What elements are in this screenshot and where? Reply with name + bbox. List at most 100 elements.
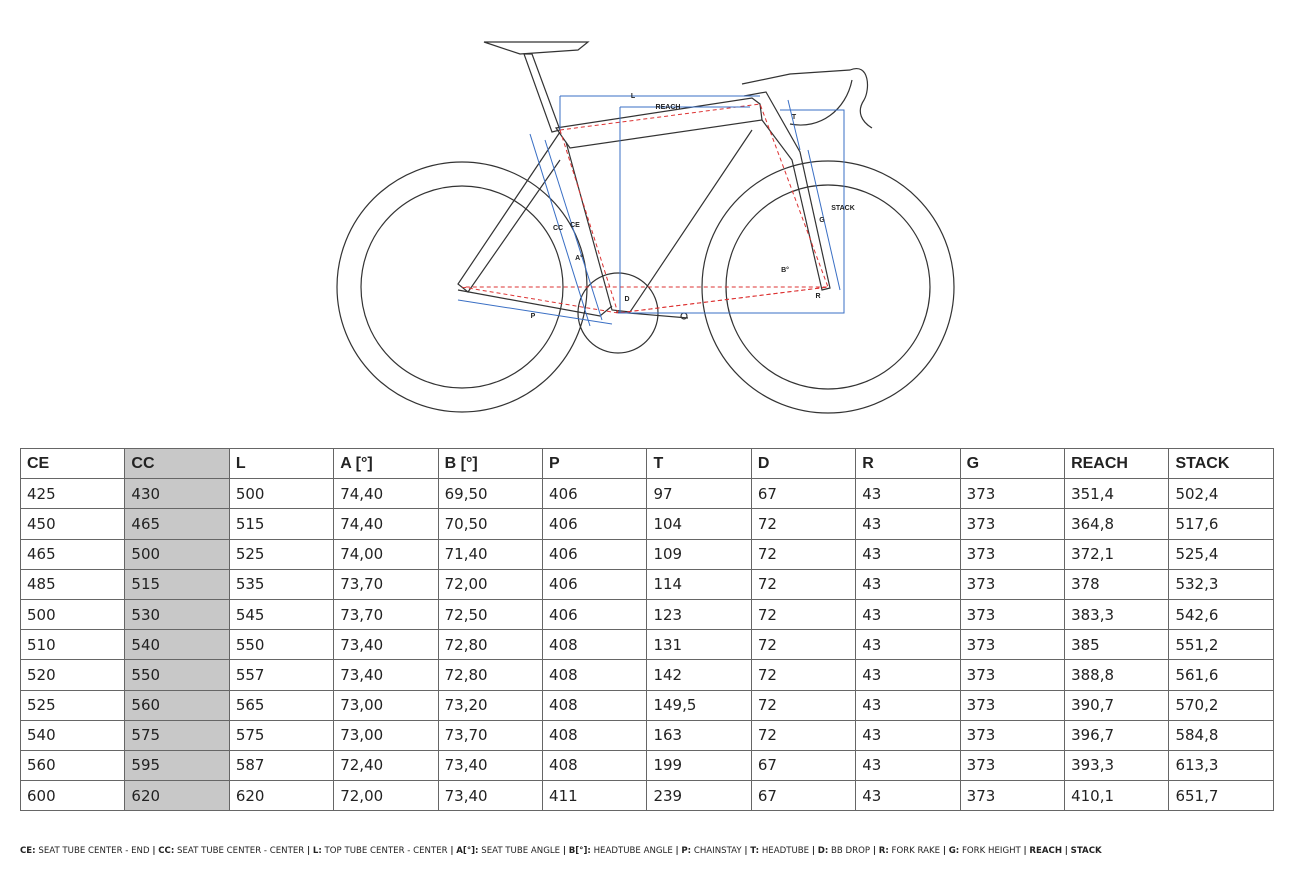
- table-cell: 408: [542, 689, 648, 721]
- table-cell: 364,8: [1064, 508, 1170, 540]
- table-cell: 72,00: [437, 568, 544, 600]
- table-cell: 550: [124, 659, 230, 691]
- table-cell: 73,20: [437, 689, 544, 721]
- table-cell: 406: [542, 508, 648, 540]
- table-cell: 383,3: [1064, 598, 1170, 631]
- table-cell: 114: [646, 568, 752, 600]
- table-cell: 67: [750, 478, 857, 510]
- table-cell: 67: [750, 780, 857, 812]
- table-cell: 43: [855, 568, 961, 600]
- table-row: 450 465 515 74,40 70,50 406 104 72 43 373 364,8 517…: [19, 508, 1274, 540]
- table-cell: 500: [19, 598, 126, 631]
- separator: |: [744, 846, 748, 856]
- table-cell: 613,3: [1168, 749, 1274, 782]
- table-cell: 406: [542, 538, 648, 570]
- table-cell: 372,1: [1064, 538, 1170, 570]
- header-cell: L: [228, 447, 335, 480]
- table-cell: 561,6: [1168, 659, 1274, 691]
- legend-desc: HEADTUBE ANGLE: [593, 846, 673, 856]
- legend-desc: FORK RAKE: [891, 846, 941, 856]
- table-cell: 485: [19, 568, 126, 600]
- label-cc: CC: [553, 225, 563, 232]
- table-cell: 575: [228, 719, 335, 751]
- separator: |: [811, 846, 815, 856]
- table-cell: 525,4: [1168, 538, 1274, 570]
- table-cell: 532,3: [1168, 568, 1274, 600]
- geometry-table: CE CC L A [°] B [°] P T D R G REACH STACK 425 430 500 7…: [19, 447, 1274, 812]
- header-cell: CE: [19, 447, 126, 480]
- table-cell: 595: [124, 749, 230, 782]
- table-cell: 393,3: [1064, 749, 1170, 782]
- table-cell: 43: [855, 719, 961, 751]
- table-cell: 408: [542, 659, 648, 691]
- legend: CE: SEAT TUBE CENTER - END | CC: SEAT TU…: [20, 846, 1102, 856]
- table-cell: 123: [646, 598, 752, 631]
- table-cell: 43: [855, 508, 961, 540]
- table-cell: 545: [228, 598, 335, 631]
- table-cell: 69,50: [437, 478, 544, 510]
- table-cell: 104: [646, 508, 752, 540]
- legend-key: P:: [681, 846, 692, 856]
- table-cell: 551,2: [1168, 629, 1274, 661]
- table-cell: 43: [855, 598, 961, 631]
- table-cell: 72: [750, 689, 857, 721]
- table-cell: 515: [124, 568, 230, 600]
- table-row: 525 560 565 73,00 73,20 408 149,5 72 43 373 390,7 5…: [19, 689, 1274, 721]
- header-row: CE CC L A [°] B [°] P T D R G REACH STACK: [19, 447, 1274, 480]
- header-cell: REACH: [1064, 447, 1170, 480]
- table-cell: 406: [542, 478, 648, 510]
- table-cell: 550: [228, 629, 335, 661]
- label-d: D: [624, 296, 629, 303]
- table-row: 600 620 620 72,00 73,40 411 239 67 43 373 410,1 651…: [19, 780, 1274, 812]
- table-cell: 540: [124, 629, 230, 661]
- table-cell: 72,00: [333, 780, 439, 812]
- table-cell: 388,8: [1064, 659, 1170, 691]
- table-cell: 43: [855, 538, 961, 570]
- legend-key: B[°]:: [568, 846, 591, 856]
- label-a: A°: [575, 254, 583, 262]
- table-cell: 72,40: [333, 749, 439, 782]
- header-cell: T: [646, 447, 752, 480]
- separator: |: [307, 846, 311, 856]
- table-cell: 620: [124, 780, 230, 812]
- label-b: B°: [781, 266, 789, 274]
- table-row: 510 540 550 73,40 72,80 408 131 72 43 373 385 551,2: [19, 629, 1274, 661]
- table-cell: 72,50: [437, 598, 544, 631]
- table-cell: 43: [855, 629, 961, 661]
- table-cell: 378: [1064, 568, 1170, 600]
- table-cell: 465: [124, 508, 230, 540]
- table-cell: 587: [228, 749, 335, 782]
- table-cell: 565: [228, 689, 335, 721]
- table-cell: 74,40: [333, 508, 439, 540]
- table-cell: 73,40: [333, 659, 439, 691]
- separator: |: [675, 846, 679, 856]
- table-cell: 515: [228, 508, 335, 540]
- header-cell: CC: [124, 447, 230, 480]
- label-reach: REACH: [656, 104, 681, 111]
- table-cell: 373: [959, 749, 1066, 782]
- header-cell: A [°]: [333, 447, 439, 480]
- table-cell: 411: [542, 780, 648, 812]
- separator: |: [942, 846, 946, 856]
- legend-key: CE:: [20, 846, 36, 856]
- legend-desc: TOP TUBE CENTER - CENTER: [324, 846, 448, 856]
- bike-geometry-diagram: L REACH T STACK G CC CE A° B° D R P: [336, 41, 955, 414]
- table-cell: 70,50: [437, 508, 544, 540]
- header-cell: B [°]: [437, 447, 544, 480]
- legend-desc: HEADTUBE: [761, 846, 810, 856]
- table-cell: 73,70: [333, 568, 439, 600]
- legend-key: T:: [750, 846, 760, 856]
- table-row: 485 515 535 73,70 72,00 406 114 72 43 373 378 532,3: [19, 568, 1274, 600]
- table-cell: 43: [855, 478, 961, 510]
- table-cell: 43: [855, 689, 961, 721]
- table-cell: 465: [19, 538, 126, 570]
- table-cell: 97: [646, 478, 752, 510]
- table-cell: 73,70: [437, 719, 544, 751]
- table-cell: 109: [646, 538, 752, 570]
- header-cell: STACK: [1168, 447, 1274, 480]
- table-cell: 373: [959, 538, 1066, 570]
- legend-desc: BB DROP: [831, 846, 871, 856]
- table-cell: 373: [959, 568, 1066, 600]
- table-cell: 408: [542, 749, 648, 782]
